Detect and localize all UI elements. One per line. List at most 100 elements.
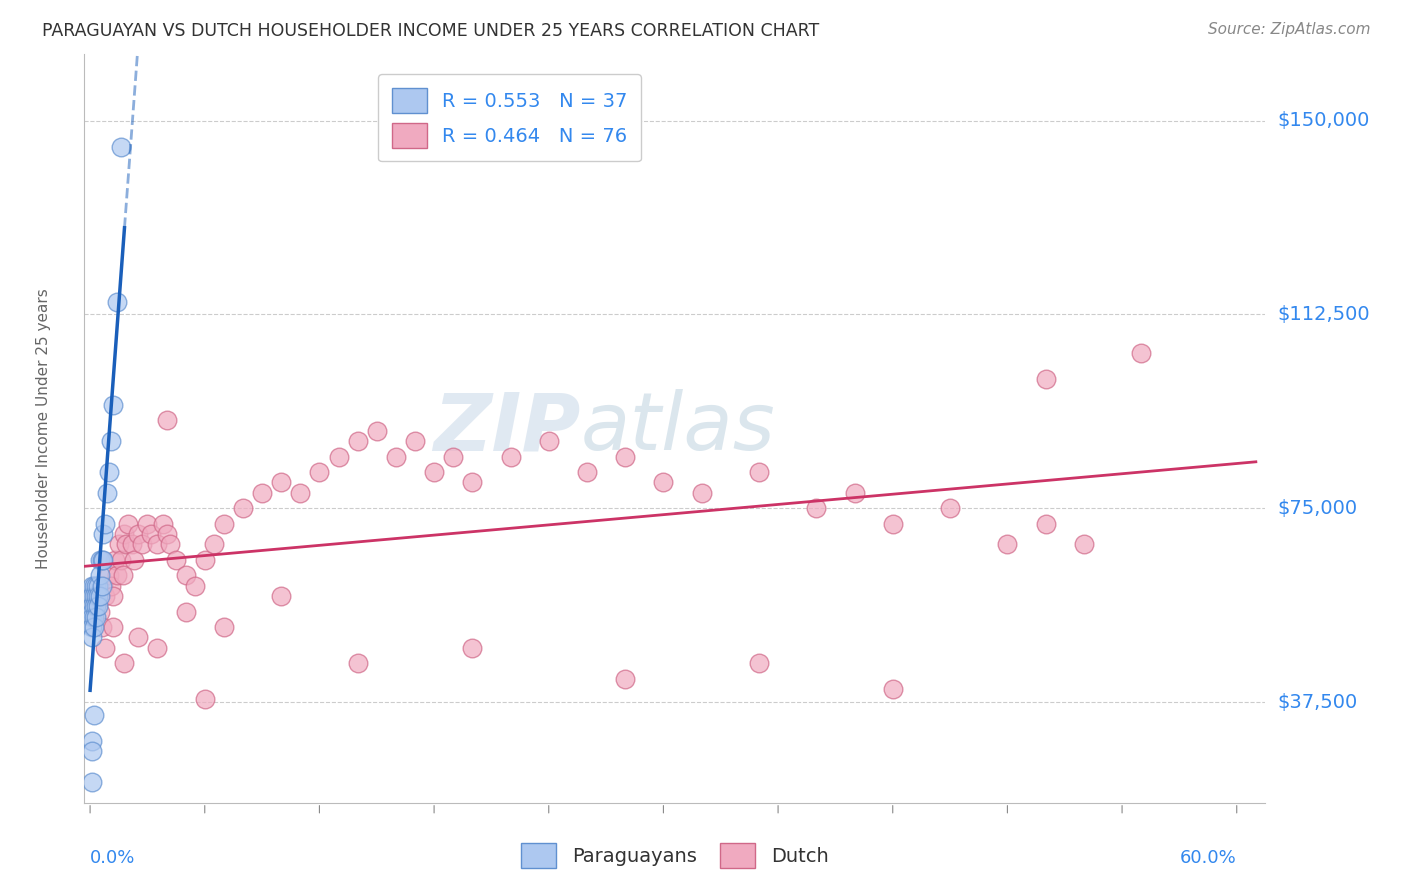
Point (1035, 516, 1057, 531)
Point (101, 589, 124, 603)
Point (114, 527, 136, 541)
Point (83, 599, 105, 614)
Point (423, 465, 446, 479)
Point (575, 465, 598, 479)
Point (122, 553, 145, 567)
Point (80, 631, 103, 645)
Point (127, 631, 149, 645)
Text: 60.0%: 60.0% (1180, 849, 1237, 867)
Point (83, 579, 105, 593)
Point (80, 609, 103, 624)
Point (136, 516, 159, 531)
Point (748, 657, 770, 671)
Point (882, 516, 904, 531)
Point (1035, 372, 1057, 386)
Point (404, 434, 426, 448)
Point (114, 657, 136, 671)
Point (844, 485, 866, 500)
Point (614, 450, 637, 464)
Text: $150,000: $150,000 (1277, 112, 1369, 130)
Point (94, 640, 117, 655)
Point (232, 501, 254, 516)
Point (155, 413, 177, 427)
Point (83, 708, 105, 723)
Point (89, 568, 111, 582)
Text: Source: ZipAtlas.com: Source: ZipAtlas.com (1208, 22, 1371, 37)
Point (90, 553, 112, 567)
Point (84, 609, 107, 624)
Point (84, 589, 107, 603)
Text: PARAGUAYAN VS DUTCH HOUSEHOLDER INCOME UNDER 25 YEARS CORRELATION CHART: PARAGUAYAN VS DUTCH HOUSEHOLDER INCOME U… (42, 22, 820, 40)
Point (89, 589, 111, 603)
Point (110, 139, 132, 153)
Point (80, 589, 103, 603)
Point (690, 485, 713, 500)
Point (461, 475, 484, 490)
Point (84, 599, 107, 614)
Point (174, 568, 197, 582)
Point (127, 527, 149, 541)
Point (87, 589, 110, 603)
Point (93, 553, 115, 567)
Point (87, 579, 110, 593)
Point (107, 537, 129, 551)
Point (939, 501, 962, 516)
Point (84, 589, 107, 603)
Point (89, 605, 111, 619)
Point (146, 537, 169, 551)
Point (155, 527, 177, 541)
Point (105, 568, 128, 582)
Point (121, 537, 143, 551)
Point (80, 579, 103, 593)
Point (441, 450, 464, 464)
Point (105, 294, 128, 309)
Point (80, 733, 103, 747)
Point (115, 537, 138, 551)
Point (100, 434, 122, 448)
Point (290, 485, 312, 500)
Point (80, 599, 103, 614)
Point (84, 579, 107, 593)
Point (90, 579, 112, 593)
Point (98, 465, 121, 479)
Point (212, 516, 235, 531)
Point (146, 640, 169, 655)
Point (328, 450, 350, 464)
Point (806, 501, 828, 516)
Point (94, 589, 117, 603)
Point (90, 620, 112, 634)
Point (111, 568, 134, 582)
Point (80, 620, 103, 634)
Point (93, 527, 115, 541)
Point (537, 434, 560, 448)
Point (499, 450, 522, 464)
Point (83, 620, 105, 634)
Legend: Paraguayans, Dutch: Paraguayans, Dutch (513, 835, 837, 876)
Point (94, 516, 117, 531)
Point (652, 475, 675, 490)
Point (308, 465, 330, 479)
Point (80, 605, 103, 619)
Point (1073, 537, 1095, 551)
Point (159, 537, 181, 551)
Point (174, 605, 197, 619)
Text: ZIP: ZIP (433, 389, 581, 467)
Point (366, 424, 388, 438)
Point (110, 553, 132, 567)
Point (882, 682, 904, 697)
Point (184, 579, 207, 593)
Point (87, 599, 110, 614)
Text: Householder Income Under 25 years: Householder Income Under 25 years (35, 288, 51, 568)
Point (101, 398, 124, 412)
Point (461, 640, 484, 655)
Point (104, 553, 127, 567)
Point (80, 744, 103, 758)
Point (98, 568, 121, 582)
Point (80, 775, 103, 789)
Point (165, 553, 187, 567)
Text: $112,500: $112,500 (1277, 305, 1369, 324)
Point (131, 537, 153, 551)
Point (212, 620, 235, 634)
Point (270, 475, 292, 490)
Text: $75,000: $75,000 (1277, 499, 1357, 517)
